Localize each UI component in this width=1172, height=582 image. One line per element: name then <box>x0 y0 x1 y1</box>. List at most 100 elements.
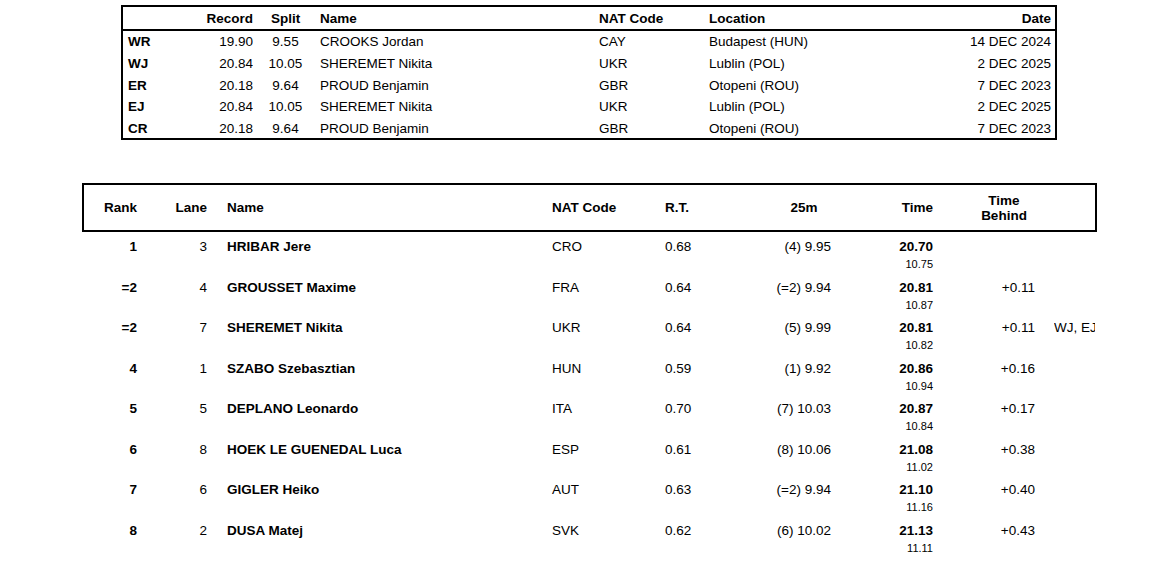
final-time: 20.81 <box>874 319 933 336</box>
record-row: WJ 20.84 10.05 SHEREMET Nikita UKR Lubli… <box>123 53 1055 75</box>
record-name-cell: PROUD Benjamin <box>318 74 597 96</box>
result-row: 7 6 GIGLER Heiko AUT 0.63 (=2) 9.94 21.1… <box>84 481 1095 522</box>
result-row: 6 8 HOEK LE GUENEDAL Luca ESP 0.61 (8) 1… <box>84 441 1095 482</box>
rank-cell: 5 <box>84 400 139 434</box>
name-column-header: Name <box>318 7 597 29</box>
rank-cell: =2 <box>84 279 139 313</box>
records-table-header: Record Split Name NAT Code Location Date <box>123 7 1055 31</box>
final-time: 20.86 <box>874 360 933 377</box>
record-note-column-header <box>1054 185 1095 230</box>
rank-cell: 8 <box>84 522 139 556</box>
record-date-cell: 14 DEC 2024 <box>942 31 1055 53</box>
25m-split-cell: (7) 10.03 <box>734 400 874 434</box>
second-lap-split: 10.82 <box>874 338 933 353</box>
result-row: =2 7 SHEREMET Nikita UKR 0.64 (5) 9.99 2… <box>84 319 1095 360</box>
record-nat-code-cell: UKR <box>597 96 707 118</box>
record-time-cell: 20.18 <box>178 74 253 96</box>
record-location-cell: Lublin (POL) <box>707 53 942 75</box>
record-note-cell: WJ, EJ <box>1054 319 1095 353</box>
nat-code-cell: HUN <box>544 360 664 394</box>
result-row: 5 5 DEPLANO Leonardo ITA 0.70 (7) 10.03 … <box>84 400 1095 441</box>
record-note-cell <box>1054 360 1095 394</box>
nat-code-cell: AUT <box>544 481 664 515</box>
time-column-header: Time <box>874 185 954 230</box>
lane-cell: 4 <box>139 279 209 313</box>
rank-cell: 1 <box>84 238 139 272</box>
time-cell: 21.13 11.11 <box>874 522 954 556</box>
final-time: 20.81 <box>874 279 933 296</box>
final-time: 21.10 <box>874 481 933 498</box>
record-location-cell: Otopeni (ROU) <box>707 118 942 140</box>
second-lap-split: 11.16 <box>874 500 933 515</box>
second-lap-split: 11.11 <box>874 541 933 556</box>
record-type-cell: ER <box>123 74 178 96</box>
nat-code-cell: FRA <box>544 279 664 313</box>
nat-code-cell: SVK <box>544 522 664 556</box>
record-row: EJ 20.84 10.05 SHEREMET Nikita UKR Lubli… <box>123 96 1055 118</box>
record-time-cell: 20.84 <box>178 53 253 75</box>
record-split-cell: 10.05 <box>253 96 318 118</box>
rank-cell: 7 <box>84 481 139 515</box>
25m-split-cell: (1) 9.92 <box>734 360 874 394</box>
record-time-cell: 20.84 <box>178 96 253 118</box>
record-row: CR 20.18 9.64 PROUD Benjamin GBR Otopeni… <box>123 118 1055 140</box>
second-lap-split: 10.75 <box>874 257 933 272</box>
final-time: 21.08 <box>874 441 933 458</box>
lane-column-header: Lane <box>139 185 209 230</box>
reaction-time-cell: 0.62 <box>664 522 734 556</box>
record-type-cell: WR <box>123 31 178 53</box>
record-date-cell: 7 DEC 2023 <box>942 74 1055 96</box>
results-table-body: 1 3 HRIBAR Jere CRO 0.68 (4) 9.95 20.70 … <box>84 238 1095 562</box>
record-row: WR 19.90 9.55 CROOKS Jordan CAY Budapest… <box>123 31 1055 53</box>
rank-cell: 6 <box>84 441 139 475</box>
nat-code-column-header: NAT Code <box>597 7 707 29</box>
reaction-time-cell: 0.68 <box>664 238 734 272</box>
reaction-time-cell: 0.64 <box>664 279 734 313</box>
nat-code-column-header: NAT Code <box>544 185 664 230</box>
25m-split-cell: (=2) 9.94 <box>734 481 874 515</box>
rt-column-header: R.T. <box>664 185 734 230</box>
record-location-cell: Budapest (HUN) <box>707 31 942 53</box>
nat-code-cell: ITA <box>544 400 664 434</box>
second-lap-split: 10.84 <box>874 419 933 434</box>
25m-split-cell: (4) 9.95 <box>734 238 874 272</box>
nat-code-cell: UKR <box>544 319 664 353</box>
time-cell: 20.86 10.94 <box>874 360 954 394</box>
final-time: 21.13 <box>874 522 933 539</box>
time-behind-column-header: Time Behind <box>954 185 1054 230</box>
record-type-cell: EJ <box>123 96 178 118</box>
nat-code-cell: CRO <box>544 238 664 272</box>
time-behind-cell: +0.40 <box>954 481 1054 515</box>
record-type-cell: CR <box>123 118 178 140</box>
time-cell: 20.87 10.84 <box>874 400 954 434</box>
record-location-cell: Otopeni (ROU) <box>707 74 942 96</box>
swimmer-name-cell: HRIBAR Jere <box>209 238 544 272</box>
record-type-cell: WJ <box>123 53 178 75</box>
final-time: 20.70 <box>874 238 933 255</box>
reaction-time-cell: 0.70 <box>664 400 734 434</box>
swimmer-name-cell: GIGLER Heiko <box>209 481 544 515</box>
results-table-header: Rank Lane Name NAT Code R.T. 25m Time Ti… <box>82 183 1097 232</box>
time-behind-cell: +0.11 <box>954 319 1054 353</box>
second-lap-split: 10.87 <box>874 298 933 313</box>
record-location-cell: Lublin (POL) <box>707 96 942 118</box>
records-table-body: WR 19.90 9.55 CROOKS Jordan CAY Budapest… <box>123 31 1055 139</box>
time-cell: 20.81 10.87 <box>874 279 954 313</box>
reaction-time-cell: 0.59 <box>664 360 734 394</box>
date-column-header: Date <box>942 7 1055 29</box>
lane-cell: 6 <box>139 481 209 515</box>
lane-cell: 2 <box>139 522 209 556</box>
record-name-cell: PROUD Benjamin <box>318 118 597 140</box>
record-split-cell: 9.55 <box>253 31 318 53</box>
lane-cell: 8 <box>139 441 209 475</box>
record-note-cell <box>1054 279 1095 313</box>
25m-split-cell: (8) 10.06 <box>734 441 874 475</box>
location-column-header: Location <box>707 7 942 29</box>
record-date-cell: 2 DEC 2025 <box>942 96 1055 118</box>
record-name-cell: SHEREMET Nikita <box>318 96 597 118</box>
record-note-cell <box>1054 400 1095 434</box>
25m-split-cell: (5) 9.99 <box>734 319 874 353</box>
swimmer-name-cell: GROUSSET Maxime <box>209 279 544 313</box>
record-date-cell: 2 DEC 2025 <box>942 53 1055 75</box>
time-behind-header-line1: Time <box>988 193 1019 208</box>
